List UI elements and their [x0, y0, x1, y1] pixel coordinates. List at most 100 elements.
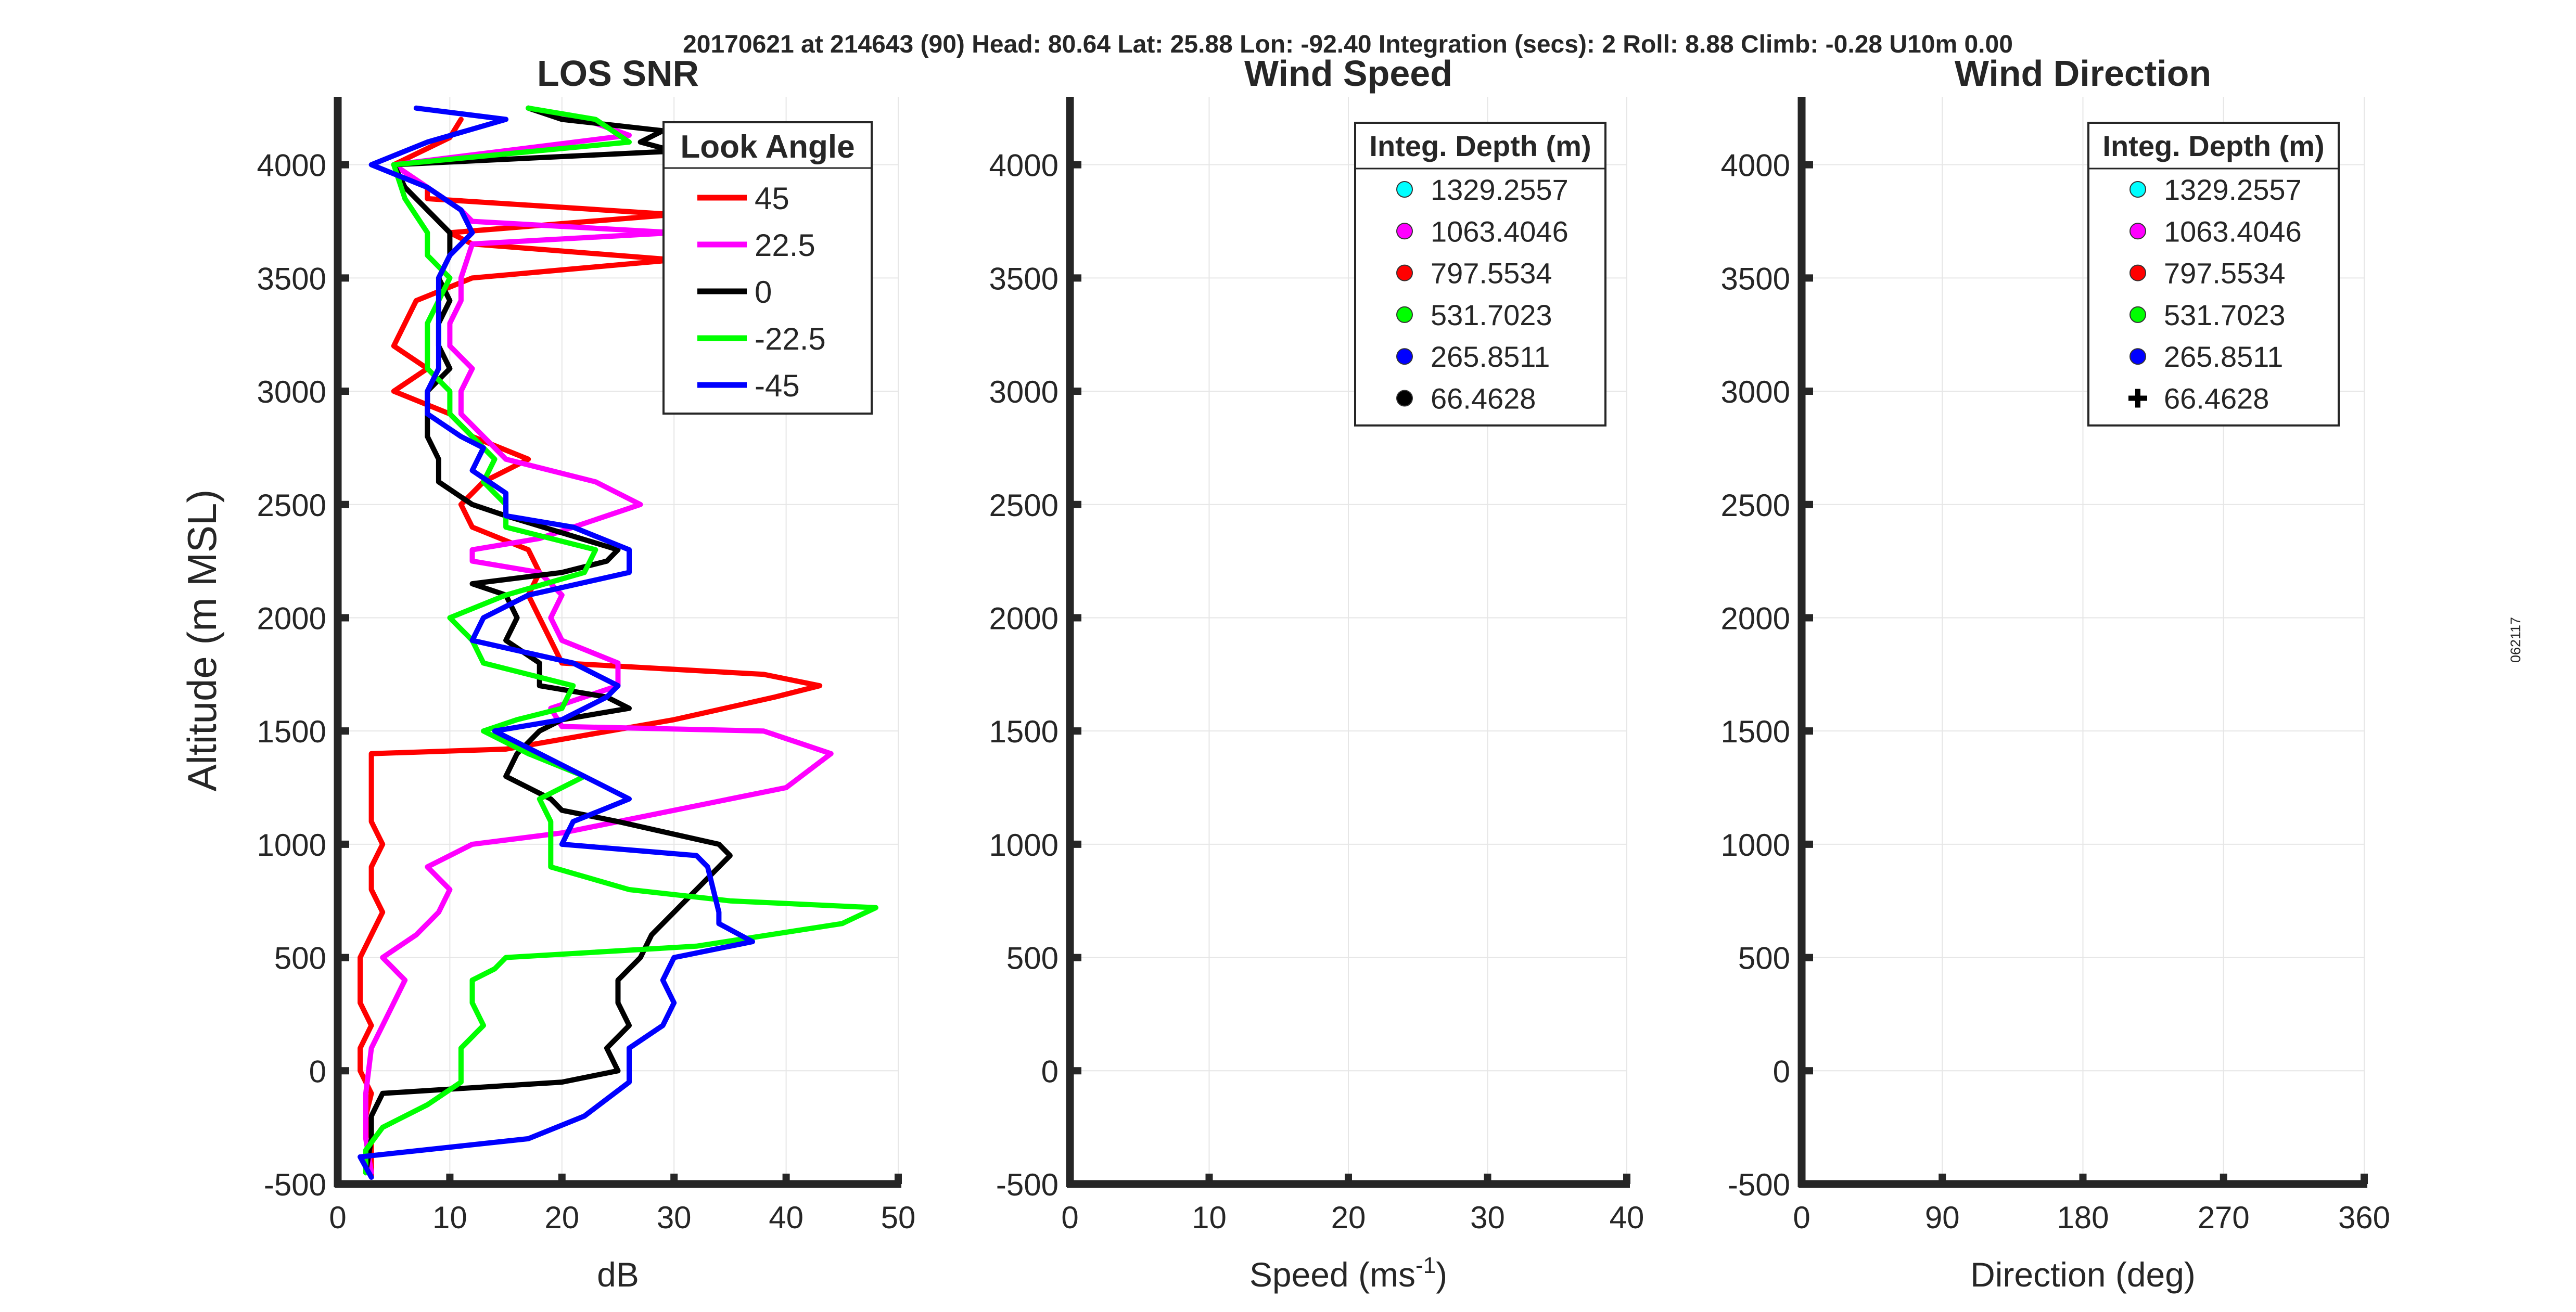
y-tick-label: 3000	[257, 375, 326, 409]
x-tick-label: 180	[2057, 1200, 2109, 1235]
legend-marker	[1396, 348, 1413, 365]
chart-title: LOS SNR	[537, 53, 699, 94]
legend-entry: 1329.2557	[1431, 173, 1568, 206]
y-tick-label: -500	[264, 1167, 326, 1202]
y-axis-label: Altitude (m MSL)	[179, 490, 225, 792]
x-axis-label-superscript: -1	[1415, 1253, 1436, 1278]
y-tick-label: 2000	[989, 601, 1059, 636]
y-tick-label: 1000	[989, 828, 1059, 863]
series-line-n45	[358, 105, 755, 1180]
x-tick-label: 30	[1470, 1200, 1505, 1235]
series-line-n22n5	[363, 105, 878, 1176]
legend-title: Integ. Depth (m)	[2102, 130, 2324, 162]
legend-entry: 531.7023	[2164, 299, 2286, 331]
data-lines	[358, 105, 878, 1180]
x-tick-label: 20	[544, 1200, 579, 1235]
legend-entry: 265.8511	[1431, 340, 1550, 373]
legend-entry: 1329.2557	[2164, 173, 2302, 206]
chart-panel-2: 0 10 20 30 40-500050010001500200025003000350…	[989, 53, 1644, 1294]
legend-marker	[1396, 264, 1413, 281]
legend-marker	[2129, 181, 2146, 198]
series-line-45	[358, 117, 823, 1180]
y-tick-label: 3500	[257, 261, 326, 296]
legend-marker	[2129, 264, 2146, 281]
y-tick-label: 2500	[1721, 488, 1790, 523]
y-tick-label: -500	[996, 1167, 1059, 1202]
chart-title: Wind Direction	[1955, 53, 2211, 94]
legend-entry: 797.5534	[1431, 257, 1552, 290]
legend-title: Integ. Depth (m)	[1369, 130, 1591, 162]
x-tick-label: 10	[432, 1200, 467, 1235]
y-tick-label: 4000	[1721, 148, 1790, 183]
legend-marker	[2129, 223, 2146, 240]
x-axis-label: Speed (ms-1)	[1249, 1253, 1447, 1294]
legend-entry: 797.5534	[2164, 257, 2286, 290]
x-tick-label: 40	[1610, 1200, 1644, 1235]
series-line-22n5	[363, 105, 834, 1176]
y-tick-label: 2000	[1721, 601, 1790, 636]
y-tick-label: 1000	[1721, 828, 1790, 863]
y-tick-label: 3500	[1721, 261, 1790, 296]
legend-marker	[1396, 223, 1413, 240]
side-label: 062117	[2508, 617, 2523, 663]
charts: 0 10 20 30 40 50-5000500100015002000250030003…	[179, 53, 2390, 1294]
x-tick-label: 20	[1331, 1200, 1366, 1235]
y-tick-label: 1500	[257, 714, 326, 749]
y-tick-label: 0	[1041, 1054, 1059, 1089]
legend-entry: 0	[755, 275, 772, 310]
y-tick-label: 500	[1738, 941, 1790, 976]
chart-panel-3: 0 90 180 270 360-500050010001500200025003000…	[1721, 53, 2391, 1294]
chart-panel-1: 0 10 20 30 40 50-5000500100015002000250030003…	[179, 53, 915, 1294]
y-tick-label: 0	[1773, 1054, 1790, 1089]
x-tick-label: 30	[657, 1200, 692, 1235]
x-axis-label: dB	[597, 1255, 639, 1294]
x-tick-label: 40	[769, 1200, 804, 1235]
legend-entry: 66.4628	[1431, 382, 1536, 415]
y-tick-label: 0	[309, 1054, 326, 1089]
x-tick-label: 50	[881, 1200, 916, 1235]
x-axis-label: Direction (deg)	[1970, 1255, 2196, 1294]
legend-entry: 1063.4046	[1431, 215, 1568, 248]
x-tick-label: 10	[1192, 1200, 1227, 1235]
y-tick-label: 2500	[257, 488, 326, 523]
legend-marker	[1396, 390, 1413, 407]
x-tick-label: 270	[2198, 1200, 2250, 1235]
legend-marker	[1396, 181, 1413, 198]
x-tick-label: 0	[329, 1200, 346, 1235]
figure-header: 20170621 at 214643 (90) Head: 80.64 Lat:…	[683, 31, 2013, 58]
legend-box	[662, 121, 873, 415]
legend-entry: -22.5	[755, 321, 826, 356]
y-tick-label: 2500	[989, 488, 1059, 523]
y-tick-label: -500	[1728, 1167, 1790, 1202]
legend-title: Look Angle	[680, 129, 855, 165]
legend-entry: -45	[755, 368, 800, 403]
x-tick-label: 0	[1793, 1200, 1810, 1235]
x-tick-label: 90	[1925, 1200, 1960, 1235]
y-tick-label: 2000	[257, 601, 326, 636]
y-tick-label: 1000	[257, 828, 326, 863]
legend-marker	[1396, 306, 1413, 323]
y-tick-label: 3000	[1721, 375, 1790, 409]
legend-entry: 265.8511	[2164, 340, 2283, 373]
legend-entry: 66.4628	[2164, 382, 2269, 415]
chart-title: Wind Speed	[1244, 53, 1452, 94]
legend: Integ. Depth (m) 1329.2557 1063.4046 797.55…	[1354, 122, 1606, 427]
legend-entry: 1063.4046	[2164, 215, 2302, 248]
y-tick-label: 3500	[989, 261, 1059, 296]
x-tick-label: 0	[1061, 1200, 1078, 1235]
x-axis-label-tail: )	[1436, 1255, 1447, 1294]
y-tick-label: 1500	[1721, 714, 1790, 749]
y-tick-label: 4000	[989, 148, 1059, 183]
y-tick-label: 4000	[257, 148, 326, 183]
legend-entry: 45	[755, 181, 789, 216]
y-tick-label: 500	[274, 941, 326, 976]
legend-entry: 531.7023	[1431, 299, 1552, 331]
y-tick-label: 500	[1006, 941, 1059, 976]
legend-entry: 22.5	[755, 228, 815, 263]
legend-marker	[2129, 306, 2146, 323]
legend-marker	[2129, 348, 2146, 365]
y-tick-label: 1500	[989, 714, 1059, 749]
legend: Integ. Depth (m) 1329.2557 1063.4046 797.55…	[2087, 122, 2340, 427]
y-tick-label: 3000	[989, 375, 1059, 409]
